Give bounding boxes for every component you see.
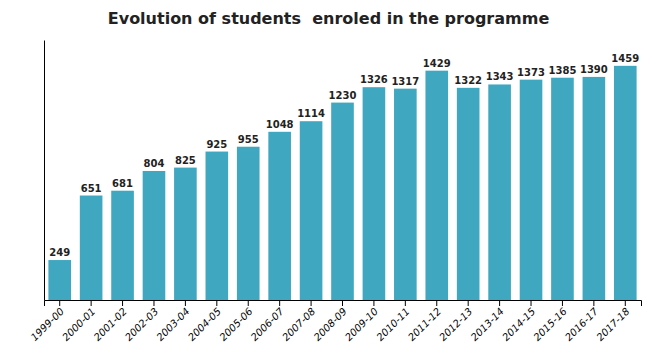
tick-label: 2004-05 [186,306,223,343]
plot: 249 651 681 804 825 925 955 10481114 12301326131… [29,41,642,343]
tick-label: 2008-09 [312,306,349,343]
bar [48,260,71,300]
data-label: 249 [49,247,70,258]
bar [394,89,417,300]
bar [174,168,197,300]
data-label: 1390 [580,64,608,75]
data-label: 1322 [454,75,482,86]
tick-label: 2009-10 [343,306,380,343]
x-axis: 1999-002000-012001-022002-032003-042004-… [29,300,642,343]
data-label: 651 [81,183,102,194]
tick-label: 1999-00 [29,306,66,343]
tick-mark [91,300,92,306]
tick-mark [279,300,280,306]
title: Evolution of students enroled in the pro… [108,9,550,28]
tick-label: 2013-14 [469,306,506,343]
bar [111,191,134,300]
tick-label: 2011-12 [406,306,443,343]
bar [143,171,166,300]
tick-mark [311,300,312,306]
data-label: 804 [144,158,165,169]
bar [425,71,448,300]
data-label: 1459 [611,53,639,64]
tick-label: 2006-07 [249,305,287,343]
data-label: 1385 [549,65,577,76]
tick-mark [531,300,532,306]
tick-label: 2005-06 [217,306,254,343]
bar [80,196,103,300]
tick-mark [593,300,594,306]
tick-label: 2001-02 [92,306,129,343]
bar [583,77,606,300]
data-label: 955 [238,134,259,145]
data-label: 1343 [486,71,514,82]
data-label: 1230 [329,90,357,101]
data-label: 681 [112,178,133,189]
tick-mark [185,300,186,306]
tick-mark [499,300,500,306]
tick: 2017-18 [594,300,631,343]
tick-mark [59,300,60,306]
bar [237,147,260,300]
tick-mark [122,300,123,306]
bar [488,84,511,300]
axis-line [44,41,45,301]
bar [614,66,637,300]
bar [520,80,543,300]
data-label: 1326 [360,74,388,85]
tick-mark [468,300,469,306]
axis-line [45,301,642,307]
bar [331,103,354,300]
tick-mark [153,300,154,306]
tick-mark [248,300,249,306]
tick-mark [562,300,563,306]
bar [300,121,323,300]
data-label: 1429 [423,58,451,69]
tick-label: 2007-08 [280,306,317,343]
tick-label: 2003-04 [154,306,191,343]
tick-mark [625,300,626,306]
tick-label: 2015-16 [531,306,568,343]
data-label: 1048 [266,119,294,130]
tick-label: 2010-11 [374,306,411,343]
bar [206,152,229,300]
tick-mark [373,300,374,306]
tick-mark [342,300,343,306]
tick-mark [405,300,406,306]
data-label: 825 [175,155,196,166]
data-label: 1317 [391,76,419,87]
tick-label: 2002-03 [123,306,160,343]
bar [363,87,386,300]
tick-label: 2012-13 [437,306,474,343]
tick-label: 2000-01 [60,306,97,343]
chart: Evolution of students enroled in the pro… [0,0,657,358]
bars [48,66,636,300]
data-label: 1373 [517,67,545,78]
tick-label: 2014-15 [500,306,537,343]
bar [457,88,480,300]
bar [551,78,574,300]
tick-label: 2017-18 [594,306,631,343]
tick-mark [216,300,217,306]
tick-label: 2016-17 [563,305,601,343]
data-label: 925 [206,139,227,150]
y-axis [44,41,45,301]
data-label: 1114 [297,108,325,119]
bar [268,132,291,300]
data-labels: 249 651 681 804 825 925 955 10481114 12301326131… [49,53,639,258]
tick-mark [436,300,437,306]
